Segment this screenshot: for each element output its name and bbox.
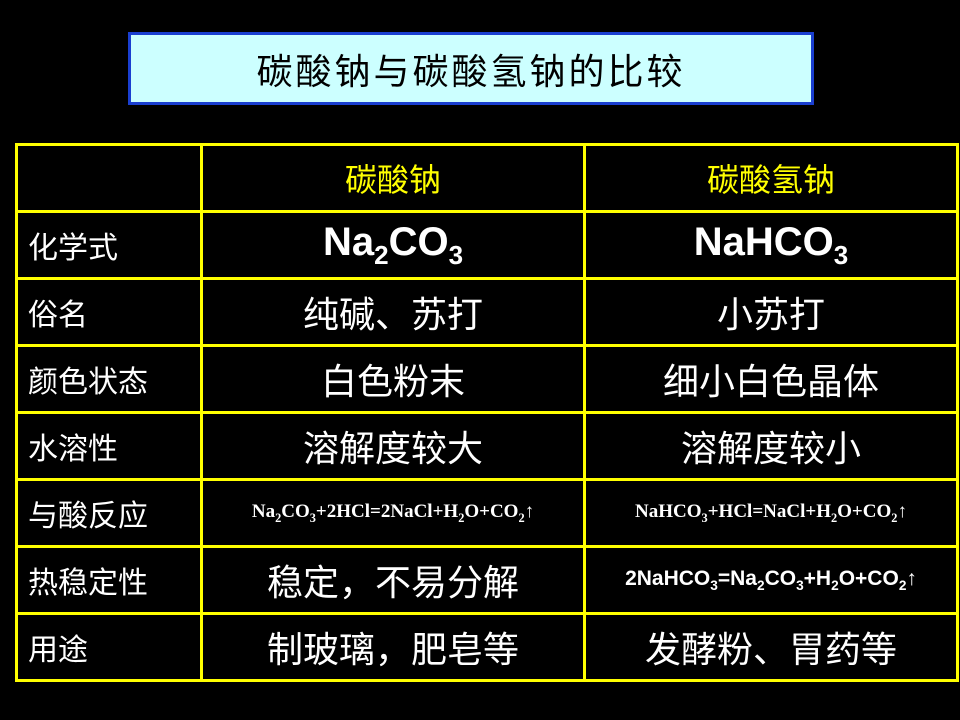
text-segment: 细小白色晶体 (662, 362, 879, 403)
header-sodium-bicarbonate: 碳酸氢钠 (583, 143, 959, 213)
text-segment: 小苏打 (716, 295, 825, 336)
text-segment: O+CO (837, 500, 892, 522)
text-segment: 白色粉末 (320, 362, 465, 403)
text-segment: Na (251, 500, 276, 522)
cell-sodium-carbonate: Na2CO3 (200, 210, 586, 280)
slide-title: 碳酸钠与碳酸氢钠的比较 (128, 32, 814, 105)
table-row: 用途 制玻璃，肥皂等 发酵粉、胃药等 (15, 612, 959, 682)
cell-sodium-carbonate: Na2CO3+2HCl=2NaCl+H2O+CO2↑ (200, 478, 586, 548)
cell-sodium-bicarbonate: NaHCO3+HCl=NaCl+H2O+CO2↑ (583, 478, 959, 548)
table-row: 热稳定性 稳定，不易分解 2NaHCO3=Na2CO3+H2O+CO2↑ (15, 545, 959, 615)
subscript: 2 (891, 510, 898, 525)
subscript: 2 (518, 510, 525, 525)
row-label: 热稳定性 (15, 545, 203, 615)
table-row: 颜色状态 白色粉末 细小白色晶体 (15, 344, 959, 414)
text-segment: 纯碱、苏打 (302, 295, 483, 336)
subscript: 2 (830, 510, 838, 525)
table-row: 化学式 Na2CO3 NaHCO3 (15, 210, 959, 280)
text-segment: 溶解度较小 (680, 429, 861, 470)
subscript: 2 (374, 239, 389, 270)
text-segment: NaHCO (635, 500, 702, 522)
text-segment: +H (803, 566, 832, 590)
subscript: 3 (710, 578, 718, 594)
subscript: 3 (833, 239, 849, 270)
text-segment: =Na (717, 566, 757, 590)
text-segment: ↑ (524, 500, 535, 522)
text-segment: CO (388, 219, 449, 264)
header-empty (15, 143, 203, 213)
header-row: 碳酸钠 碳酸氢钠 (15, 143, 959, 213)
subscript: 3 (309, 510, 316, 525)
text-segment: 稳定，不易分解 (266, 563, 519, 604)
text-segment: O+CO (838, 566, 899, 590)
comparison-table: 碳酸钠 碳酸氢钠 化学式 Na2CO3 NaHCO3 俗名 纯碱、苏打 小苏打 颜色状态 白色… (15, 143, 959, 682)
cell-sodium-bicarbonate: 细小白色晶体 (583, 344, 959, 414)
subscript: 2 (756, 578, 765, 594)
row-label: 用途 (15, 612, 203, 682)
table-row: 与酸反应 Na2CO3+2HCl=2NaCl+H2O+CO2↑ NaHCO3+HCl… (15, 478, 959, 548)
cell-sodium-carbonate: 制玻璃，肥皂等 (200, 612, 586, 682)
cell-sodium-carbonate: 白色粉末 (200, 344, 586, 414)
row-label: 化学式 (15, 210, 203, 280)
cell-sodium-bicarbonate: 小苏打 (583, 277, 959, 347)
cell-sodium-bicarbonate: 2NaHCO3=Na2CO3+H2O+CO2↑ (583, 545, 959, 615)
text-segment: CO (764, 566, 797, 590)
text-segment: 溶解度较大 (302, 429, 483, 470)
cell-sodium-bicarbonate: NaHCO3 (583, 210, 959, 280)
row-label: 俗名 (15, 277, 203, 347)
header-sodium-carbonate: 碳酸钠 (200, 143, 586, 213)
text-segment: O+CO (464, 500, 519, 522)
table-row: 俗名 纯碱、苏打 小苏打 (15, 277, 959, 347)
text-segment: NaHCO (693, 219, 834, 264)
row-label: 与酸反应 (15, 478, 203, 548)
text-segment: +HCl=NaCl+H (707, 500, 831, 522)
cell-sodium-bicarbonate: 发酵粉、胃药等 (583, 612, 959, 682)
subscript: 3 (448, 239, 464, 270)
cell-sodium-carbonate: 纯碱、苏打 (200, 277, 586, 347)
cell-sodium-bicarbonate: 溶解度较小 (583, 411, 959, 481)
subscript: 2 (275, 510, 282, 525)
table-row: 水溶性 溶解度较大 溶解度较小 (15, 411, 959, 481)
text-segment: ↑ (897, 500, 907, 522)
subscript: 2 (831, 578, 839, 594)
cell-sodium-carbonate: 溶解度较大 (200, 411, 586, 481)
subscript: 3 (796, 578, 804, 594)
subscript: 2 (898, 578, 907, 594)
text-segment: 发酵粉、胃药等 (644, 630, 897, 671)
text-segment: +2HCl=2NaCl+H (315, 500, 459, 522)
text-segment: 2NaHCO (625, 566, 711, 590)
text-segment: CO (281, 500, 310, 522)
text-segment: 制玻璃，肥皂等 (266, 630, 519, 671)
cell-sodium-carbonate: 稳定，不易分解 (200, 545, 586, 615)
subscript: 2 (458, 510, 465, 525)
text-segment: ↑ (906, 566, 917, 590)
text-segment: Na (322, 219, 375, 264)
row-label: 水溶性 (15, 411, 203, 481)
subscript: 3 (701, 510, 708, 525)
row-label: 颜色状态 (15, 344, 203, 414)
